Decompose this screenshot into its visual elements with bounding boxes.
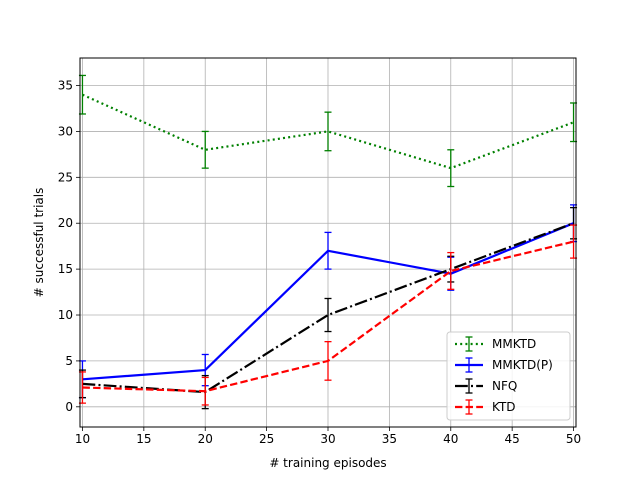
x-tick-label: 10 bbox=[75, 432, 90, 446]
x-tick-label: 25 bbox=[259, 432, 274, 446]
y-tick-label: 0 bbox=[65, 400, 73, 414]
series-ktd bbox=[78, 224, 578, 406]
series-layer bbox=[78, 74, 578, 410]
y-axis-label: # successful trials bbox=[32, 188, 46, 298]
x-tick-label: 30 bbox=[320, 432, 335, 446]
legend-label: KTD bbox=[492, 400, 516, 414]
legend: MMKTD MMKTD(P) NFQ KTD bbox=[446, 331, 571, 421]
legend-box bbox=[446, 331, 571, 421]
y-tick-label: 20 bbox=[58, 216, 73, 230]
x-tick-label: 45 bbox=[505, 432, 520, 446]
ticks: 10 15 20 25 30 35 40 45 50 0 5 10 15 20 25 30 35 bbox=[58, 79, 581, 446]
legend-label: NFQ bbox=[492, 379, 517, 393]
legend-item: KTD bbox=[455, 399, 516, 415]
y-tick-label: 30 bbox=[58, 124, 73, 138]
series-mmktd bbox=[78, 74, 578, 188]
y-tick-label: 35 bbox=[58, 79, 73, 93]
y-tick-label: 15 bbox=[58, 262, 73, 276]
x-tick-label: 15 bbox=[136, 432, 151, 446]
y-tick-label: 10 bbox=[58, 308, 73, 322]
legend-item: MMKTD bbox=[455, 336, 536, 352]
series-line bbox=[82, 93, 574, 170]
legend-label: MMKTD(P) bbox=[492, 358, 553, 372]
x-tick-label: 35 bbox=[382, 432, 397, 446]
y-tick-label: 25 bbox=[58, 170, 73, 184]
y-tick-label: 5 bbox=[65, 354, 73, 368]
x-axis-label: # training episodes bbox=[269, 456, 386, 470]
x-tick-label: 20 bbox=[198, 432, 213, 446]
legend-item: MMKTD(P) bbox=[455, 357, 553, 373]
legend-item: NFQ bbox=[455, 378, 517, 394]
legend-label: MMKTD bbox=[492, 337, 536, 351]
x-tick-label: 40 bbox=[443, 432, 458, 446]
x-tick-label: 50 bbox=[566, 432, 581, 446]
